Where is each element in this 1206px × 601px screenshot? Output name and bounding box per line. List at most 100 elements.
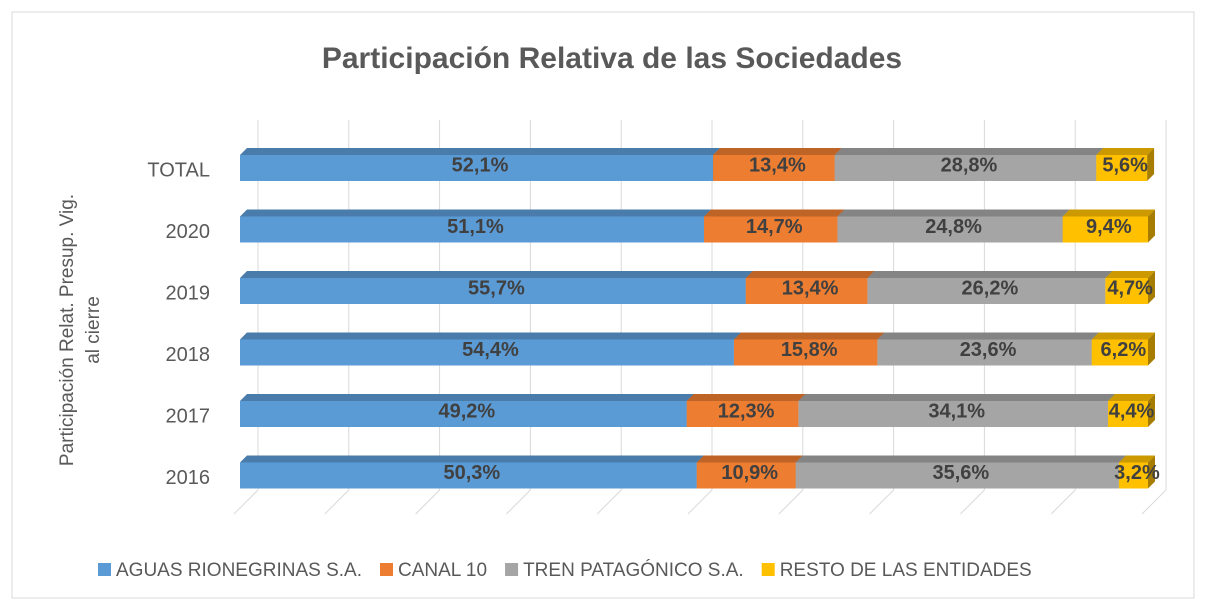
bar-top [745,271,875,278]
data-label: 13,4% [782,277,839,299]
data-label: 24,8% [925,216,982,238]
bar-top [1062,209,1155,217]
data-label: 51,1% [447,216,504,238]
legend-swatch [761,563,775,576]
bar-top [798,394,1116,401]
legend-swatch [505,563,519,576]
bar [1091,339,1148,366]
data-label: 5,6% [1102,154,1148,176]
legend-label: RESTO DE LAS ENTIDADES [780,560,1032,581]
bar-top [696,455,803,463]
data-label: 4,4% [1109,400,1155,422]
chart-frame [11,11,1195,599]
bar [1108,401,1148,427]
data-label: 9,4% [1086,216,1132,238]
y-axis-title: Participación Relat. Presup. Vig. [57,194,78,466]
bar-top [733,332,885,340]
data-label: 14,7% [746,216,803,238]
bar-side [1148,332,1155,366]
legend-label: AGUAS RIONEGRINAS S.A. [116,560,362,581]
y-tick-label: 2019 [166,282,211,304]
data-label: 34,1% [928,400,985,422]
data-label: 54,4% [462,339,519,361]
bar [696,462,796,489]
data-label: 35,6% [932,462,989,484]
bar [837,216,1063,243]
bar-top [1108,394,1155,401]
data-label: 13,4% [749,154,806,176]
data-label: 55,7% [468,277,525,299]
bar [713,155,835,181]
bar-side [1148,394,1155,427]
floor-line [687,489,713,515]
bar-top [713,148,842,155]
bar-top [1118,455,1155,463]
floor-line [1141,489,1167,515]
y-tick-label: 2018 [166,344,211,366]
bar-top [877,332,1099,340]
bar [1062,216,1148,243]
bar [240,278,746,304]
bar-top [837,209,1070,217]
bar-top [867,271,1113,278]
bar-top [240,148,721,155]
floor-line [960,489,985,515]
floor-line [506,489,531,515]
data-label: 12,3% [718,400,775,422]
bar [240,216,704,243]
bar-side [1147,148,1155,181]
bar [703,216,838,243]
floor-line [869,489,894,515]
bar-top [240,332,741,340]
data-label: 3,2% [1114,462,1160,484]
y-axis-title: al cierre [83,296,104,364]
bar [798,401,1109,427]
data-label: 6,2% [1101,339,1147,361]
bar [686,401,799,427]
data-label: 52,1% [452,154,509,176]
y-tick-label: 2020 [166,221,211,243]
bar-top [795,455,1126,463]
legend-swatch [98,563,111,576]
data-label: 23,6% [960,339,1017,361]
bar-side [1148,271,1155,304]
y-tick-label: 2016 [166,467,211,489]
data-label: 10,9% [721,462,778,484]
bar [795,462,1119,489]
bar [1105,278,1148,304]
data-label: 4,7% [1107,277,1153,299]
bar-top [240,209,711,217]
bar-top [834,148,1104,155]
y-tick-label: TOTAL [147,159,210,181]
bar [1096,155,1148,181]
data-label: 50,3% [444,462,501,484]
bar-top [1105,271,1155,278]
legend-swatch [380,563,393,576]
bar-top [240,455,704,463]
chart-title: Participación Relativa de las Sociedades [322,42,902,75]
legend-label: CANAL 10 [398,560,487,581]
floor-line [1050,489,1076,515]
bar-top [240,394,694,401]
bar-top [703,209,845,217]
data-label: 15,8% [781,339,838,361]
data-label: 49,2% [439,400,496,422]
floor-line [778,489,804,515]
bar [1118,462,1148,489]
legend-label: TREN PATAGÓNICO S.A. [523,559,744,581]
bar-top [686,394,806,401]
data-label: 28,8% [941,154,998,176]
y-tick-label: 2017 [166,405,211,427]
floor-line [233,489,259,515]
floor-line [324,489,350,515]
floor-line [415,489,440,515]
bar-top [1091,332,1155,340]
bar [745,278,868,304]
floor-line [596,489,622,515]
bar-side [1148,209,1155,243]
bar [240,155,714,181]
bar [877,339,1092,366]
bar [240,462,697,489]
bar [240,401,687,427]
bar [240,339,734,366]
